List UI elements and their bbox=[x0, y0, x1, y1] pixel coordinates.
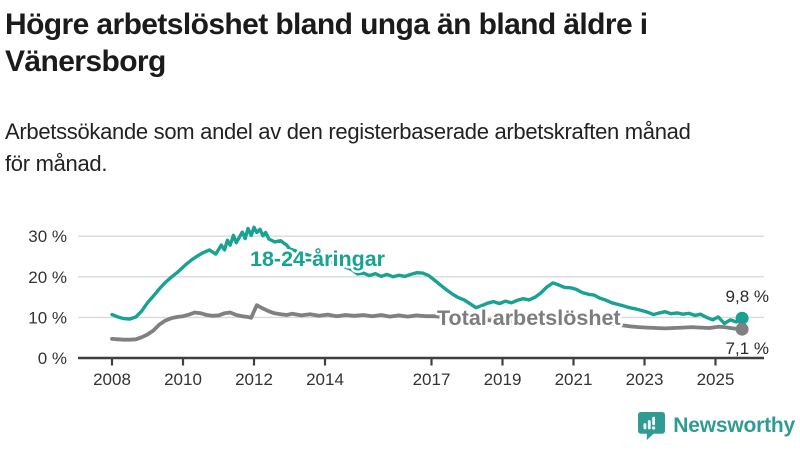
series-end-dot-total bbox=[735, 322, 749, 336]
series-end-dot-young bbox=[735, 311, 749, 325]
newsworthy-brand-text: Newsworthy bbox=[673, 414, 795, 437]
series-end-value-label-young: 9,8 % bbox=[726, 287, 769, 306]
x-axis-tick-label: 2008 bbox=[93, 370, 131, 389]
chart-subtitle-line-2: för månad. bbox=[5, 151, 108, 176]
y-axis-tick-label: 20 % bbox=[28, 268, 67, 287]
y-axis-tick-label: 0 % bbox=[38, 349, 67, 368]
series-line-total bbox=[110, 303, 744, 342]
x-axis-tick-label: 2021 bbox=[555, 370, 593, 389]
x-axis-tick-label: 2023 bbox=[626, 370, 664, 389]
newsworthy-brand: Newsworthy bbox=[638, 412, 795, 440]
series-line-young bbox=[110, 225, 744, 326]
chart-title: Högre arbetslöshet bland unga än bland ä… bbox=[5, 6, 648, 80]
series-end-value-label-total: 7,1 % bbox=[726, 339, 769, 358]
x-axis-tick-label: 2025 bbox=[697, 370, 735, 389]
newsworthy-speech-bubble-bar-chart-icon bbox=[638, 412, 666, 440]
x-axis-tick-label: 2014 bbox=[306, 370, 344, 389]
y-axis-tick-label: 30 % bbox=[28, 227, 67, 246]
line-chart: 2008 2010 2012 2014 2017 2019 2021 2023 2025 0 % 1… bbox=[28, 225, 769, 389]
x-axis-tick-label: 2019 bbox=[484, 370, 522, 389]
y-axis-tick-label: 10 % bbox=[28, 308, 67, 327]
chart-subtitle: Arbetssökande som andel av den registerb… bbox=[5, 116, 691, 180]
chart-title-line-2: Vänersborg bbox=[5, 45, 166, 78]
x-axis-tick-label: 2012 bbox=[235, 370, 273, 389]
x-axis-tick-label: 2010 bbox=[164, 370, 202, 389]
chart-title-line-1: Högre arbetslöshet bland unga än bland ä… bbox=[5, 8, 648, 41]
series-label-young: 18-24-åringar bbox=[250, 247, 386, 271]
x-axis-tick-label: 2017 bbox=[413, 370, 451, 389]
chart-subtitle-line-1: Arbetssökande som andel av den registerb… bbox=[5, 119, 691, 144]
series-label-total: Total arbetslöshet bbox=[437, 306, 621, 330]
